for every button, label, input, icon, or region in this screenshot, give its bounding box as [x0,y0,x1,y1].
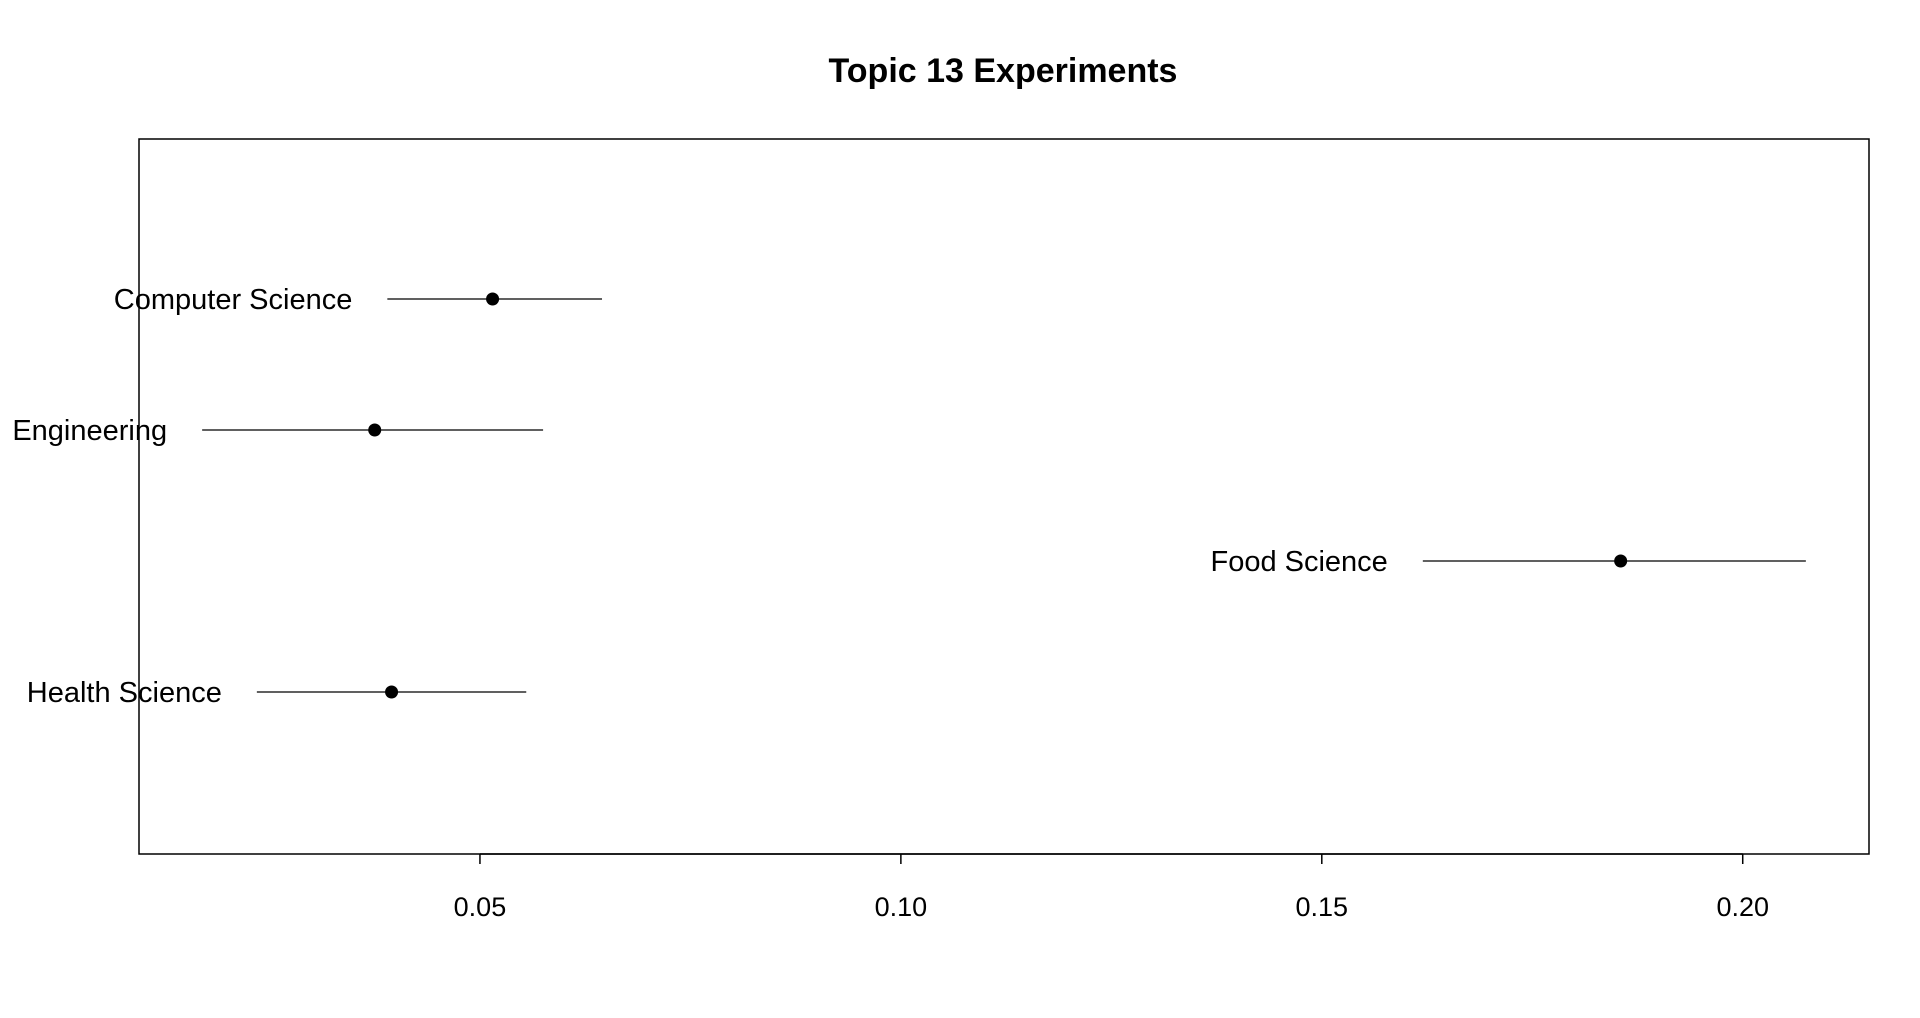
point-estimate [486,292,500,306]
point-label: Engineering [12,415,167,447]
point-label: Food Science [1210,546,1387,578]
point-label: Health Science [27,677,222,709]
x-tick-label: 0.20 [1716,892,1769,922]
plot-marks: Computer Science Engineering Food Science H… [12,284,1806,709]
x-tick-label: 0.15 [1296,892,1349,922]
x-axis: 0.05 0.10 0.15 0.20 [454,853,1769,922]
estimate-row-computer-science: Computer Science [114,284,603,316]
point-label: Computer Science [114,284,353,316]
x-tick-label: 0.10 [875,892,928,922]
point-estimate [368,423,382,437]
chart-title: Topic 13 Experiments [829,52,1178,90]
point-estimate [385,685,399,699]
estimate-row-health-science: Health Science [27,677,527,709]
point-estimate [1614,554,1628,568]
estimate-row-engineering: Engineering [12,415,544,447]
plot-frame [138,138,1870,855]
x-tick-label: 0.05 [454,892,507,922]
estimate-row-food-science: Food Science [1210,546,1806,578]
